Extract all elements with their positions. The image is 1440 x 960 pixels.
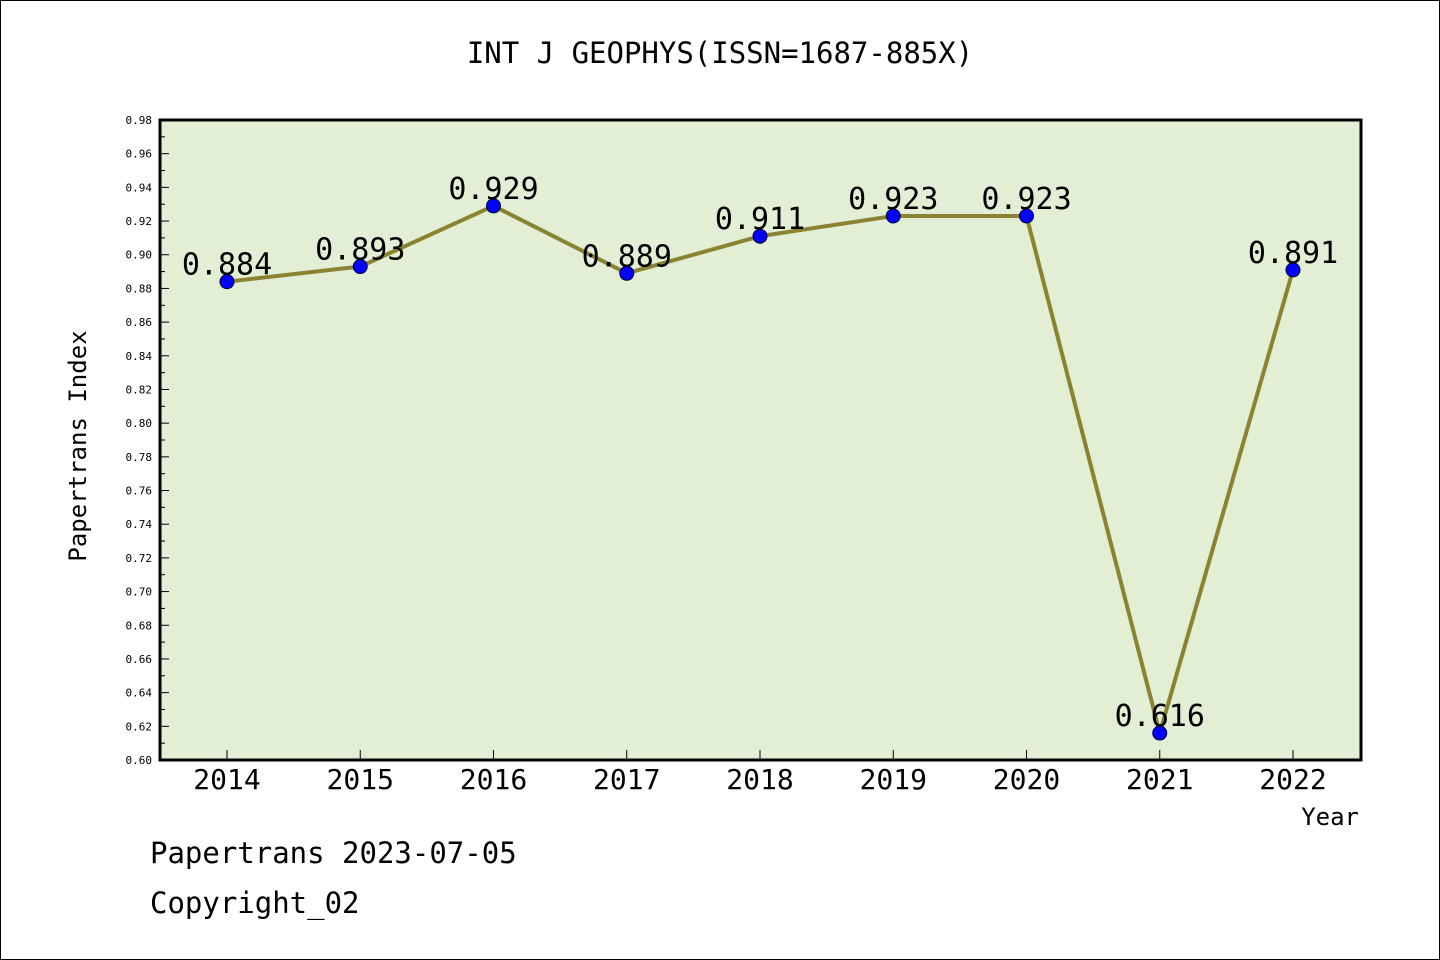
footer-date: Papertrans 2023-07-05 <box>150 836 517 870</box>
data-label: 0.929 <box>448 172 538 207</box>
data-label: 0.884 <box>182 248 272 283</box>
data-points <box>219 198 1301 741</box>
y-tick-label: 0.78 <box>126 451 153 464</box>
data-point <box>1285 262 1301 278</box>
plot-area <box>160 120 1361 760</box>
x-axis-label: Year <box>1301 803 1359 831</box>
y-tick-label: 0.92 <box>126 215 153 228</box>
data-point <box>1019 208 1034 224</box>
x-tick-label: 2014 <box>193 763 260 796</box>
y-axis-label: Papertrans Index <box>64 330 92 561</box>
y-tick-label: 0.68 <box>126 619 153 632</box>
x-tick-label: 2017 <box>593 763 660 796</box>
y-tick-label: 0.88 <box>126 282 153 295</box>
data-label: 0.923 <box>981 182 1071 217</box>
footer-copyright: Copyright_02 <box>150 886 360 920</box>
y-tick-label: 0.82 <box>126 383 153 396</box>
data-label: 0.923 <box>848 182 938 217</box>
y-tick-label: 0.76 <box>126 485 153 498</box>
plot-border <box>158 118 1363 762</box>
data-point <box>752 228 768 244</box>
x-tick-label: 2022 <box>1259 763 1326 796</box>
chart-title: INT J GEOPHYS(ISSN=1687-885X) <box>466 36 974 70</box>
data-label: 0.911 <box>715 202 805 237</box>
x-tick-label: 2019 <box>860 763 927 796</box>
data-point <box>885 208 901 224</box>
y-tick-label: 0.98 <box>126 114 153 127</box>
y-tick-label: 0.62 <box>126 720 153 733</box>
y-tick-label: 0.72 <box>126 552 153 565</box>
y-tick-label: 0.96 <box>126 148 153 161</box>
y-tick-label: 0.74 <box>126 518 153 531</box>
y-tick-label: 0.66 <box>126 653 153 666</box>
data-labels: 0.884 0.893 0.929 0.889 0.911 0.923 0.923 0.616… <box>182 172 1338 734</box>
y-tick-label: 0.70 <box>126 586 153 599</box>
y-tick-label: 0.90 <box>126 249 153 262</box>
x-tick-label: 2020 <box>993 763 1060 796</box>
data-label: 0.893 <box>315 233 405 268</box>
y-tick-label: 0.86 <box>126 316 153 329</box>
x-tick-label: 2021 <box>1126 763 1193 796</box>
data-point <box>486 198 501 214</box>
y-tick-label: 0.64 <box>126 687 153 700</box>
y-tick-label: 0.84 <box>126 350 153 363</box>
x-tick-label: 2016 <box>460 763 527 796</box>
x-axis: 2014 2015 2016 2017 2018 2019 2020 2021 2022 <box>193 750 1327 796</box>
data-point <box>352 259 368 275</box>
y-tick-label: 0.60 <box>126 754 153 767</box>
y-tick-label: 0.94 <box>126 181 153 194</box>
y-axis: 0.60 0.62 0.64 0.66 0.68 0.70 0.72 0.74 0.76 0.78… <box>126 114 169 767</box>
x-tick-label: 2015 <box>327 763 394 796</box>
data-label: 0.889 <box>582 239 672 274</box>
data-point <box>619 265 635 281</box>
data-label: 0.616 <box>1115 699 1205 734</box>
y-tick-label: 0.80 <box>126 417 153 430</box>
data-label: 0.891 <box>1248 236 1338 271</box>
data-point <box>1152 725 1168 741</box>
data-point <box>219 274 235 290</box>
x-tick-label: 2018 <box>726 763 793 796</box>
